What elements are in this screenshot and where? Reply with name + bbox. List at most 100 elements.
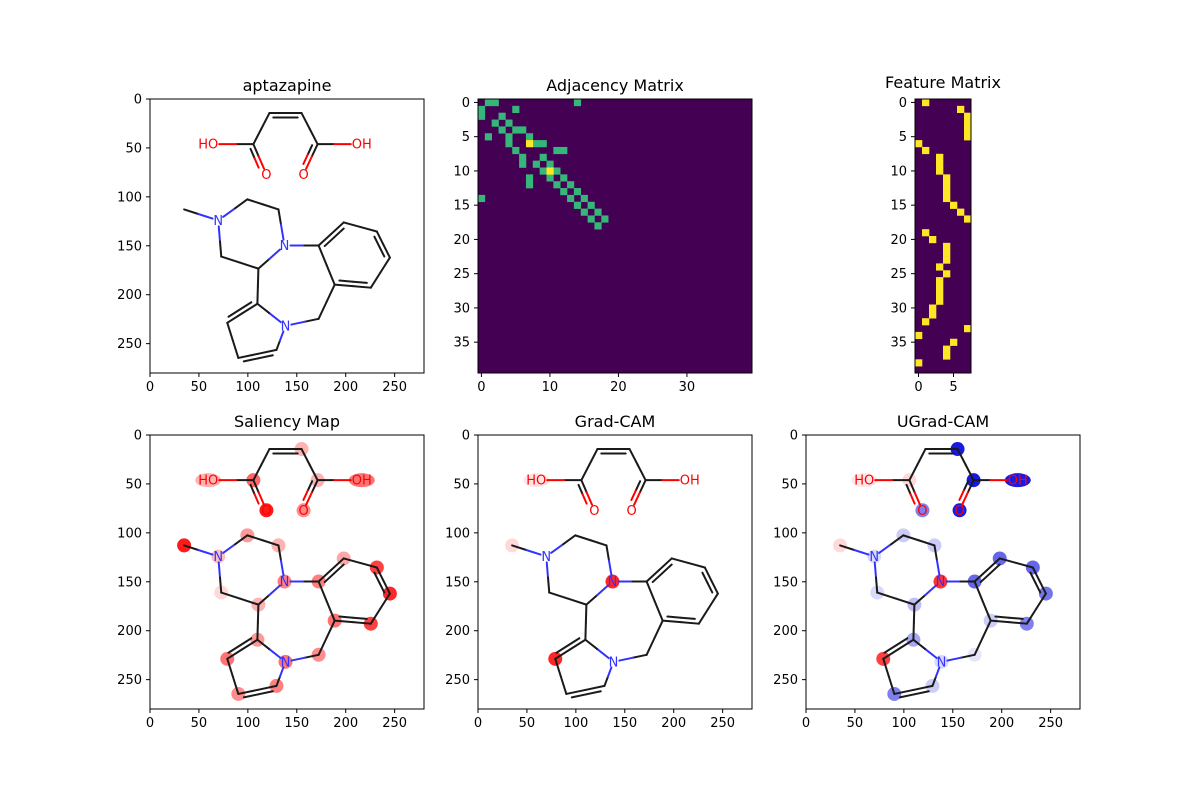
bond: [256, 638, 271, 650]
bond: [645, 568, 661, 583]
y-tick-label: 100: [773, 526, 798, 541]
y-tick-label: 100: [117, 526, 142, 541]
bond: [382, 579, 391, 595]
y-tick-label: 100: [445, 526, 470, 541]
bond: [226, 648, 244, 660]
bond-double: [581, 493, 588, 505]
bond: [351, 621, 372, 625]
heatmap-cell: [943, 174, 951, 182]
heatmap-cell: [525, 174, 534, 182]
bond: [256, 302, 271, 314]
atom-highlight: [259, 503, 274, 518]
bond: [545, 561, 550, 579]
heatmap-cell: [491, 99, 499, 107]
bond: [559, 675, 568, 695]
bond: [268, 248, 281, 261]
bond: [260, 112, 271, 130]
heatmap-cell: [929, 311, 937, 319]
bond: [986, 557, 1001, 571]
heatmap-cell: [519, 153, 527, 161]
atom-highlight: [278, 654, 293, 669]
y-tick-label: 30: [890, 301, 907, 316]
atom-label: OH: [352, 474, 372, 489]
heatmap-cell: [964, 119, 972, 127]
heatmap-cell: [929, 304, 937, 312]
bond: [875, 576, 879, 594]
bond-double: [373, 235, 381, 248]
atom-highlight: [867, 549, 882, 564]
bond-double: [577, 483, 584, 496]
bond: [257, 491, 266, 506]
bond: [234, 534, 249, 546]
bond: [325, 264, 336, 286]
bond-double: [238, 301, 253, 311]
y-tick-label: 10: [453, 164, 470, 179]
heatmap-background: [478, 99, 752, 373]
heatmap-cell: [594, 208, 602, 216]
heatmap-cell: [484, 133, 492, 141]
bond: [1015, 561, 1034, 569]
atom-label: N: [937, 655, 947, 670]
x-tick-label: 200: [661, 716, 686, 731]
bond: [687, 561, 706, 569]
bond: [234, 198, 249, 210]
bond: [256, 684, 278, 691]
heatmap-cell: [936, 283, 944, 292]
panel-adjacency-matrix: Adjacency Matrix 0 10 20 30 0 5 10 15 20 25 30 35: [453, 76, 753, 395]
bond: [935, 559, 941, 577]
atom-label: O: [917, 504, 927, 519]
bond: [359, 225, 378, 233]
bond: [876, 591, 897, 600]
heatmap-cell: [943, 270, 951, 278]
bond: [653, 619, 664, 639]
bond: [554, 657, 562, 678]
bond: [252, 463, 263, 482]
bond-double: [898, 693, 916, 699]
bond: [580, 479, 588, 494]
y-tick-label: 20: [453, 233, 470, 248]
heatmap-cell: [505, 133, 513, 141]
y-tick-label: 250: [773, 673, 798, 688]
heatmap-cell: [519, 126, 527, 134]
y-tick-label: 15: [890, 199, 907, 214]
bond: [252, 143, 260, 158]
bond-double: [570, 693, 588, 699]
atom-highlight: [1004, 473, 1031, 488]
heatmap-cell: [573, 99, 582, 107]
x-tick-label: 0: [914, 380, 922, 395]
axes-frame: [149, 98, 425, 374]
x-tick-label: 150: [612, 716, 637, 731]
heatmap-cell: [505, 119, 513, 127]
y-tick-label: 50: [125, 477, 142, 492]
bond: [917, 539, 936, 547]
bond-double: [257, 354, 274, 360]
heatmap-cell: [936, 277, 944, 285]
atom-highlight: [605, 574, 620, 589]
x-tick-label: 100: [891, 716, 916, 731]
bond: [197, 548, 214, 556]
bond: [908, 463, 919, 482]
bond: [525, 548, 542, 556]
bond-double: [661, 563, 673, 575]
heatmap-cell: [539, 153, 547, 161]
y-tick-label: 30: [453, 301, 470, 316]
bond: [375, 230, 385, 246]
bond-double: [909, 493, 916, 505]
bond: [661, 619, 682, 624]
heatmap-cell: [580, 194, 588, 203]
bond: [369, 607, 382, 625]
bond-double: [913, 690, 930, 696]
heatmap-cell: [957, 208, 965, 216]
bond: [966, 479, 975, 494]
bond: [912, 621, 915, 641]
bond-double: [1008, 616, 1024, 620]
bond: [887, 675, 896, 695]
x-tick-label: 0: [802, 716, 810, 731]
bond-double: [238, 637, 253, 647]
heatmap-cell: [539, 140, 547, 148]
bond: [585, 594, 599, 606]
heatmap-cell: [950, 201, 958, 209]
y-tick-label: 250: [117, 337, 142, 352]
x-tick-label: 200: [333, 716, 358, 731]
x-tick-label: 50: [847, 716, 864, 731]
